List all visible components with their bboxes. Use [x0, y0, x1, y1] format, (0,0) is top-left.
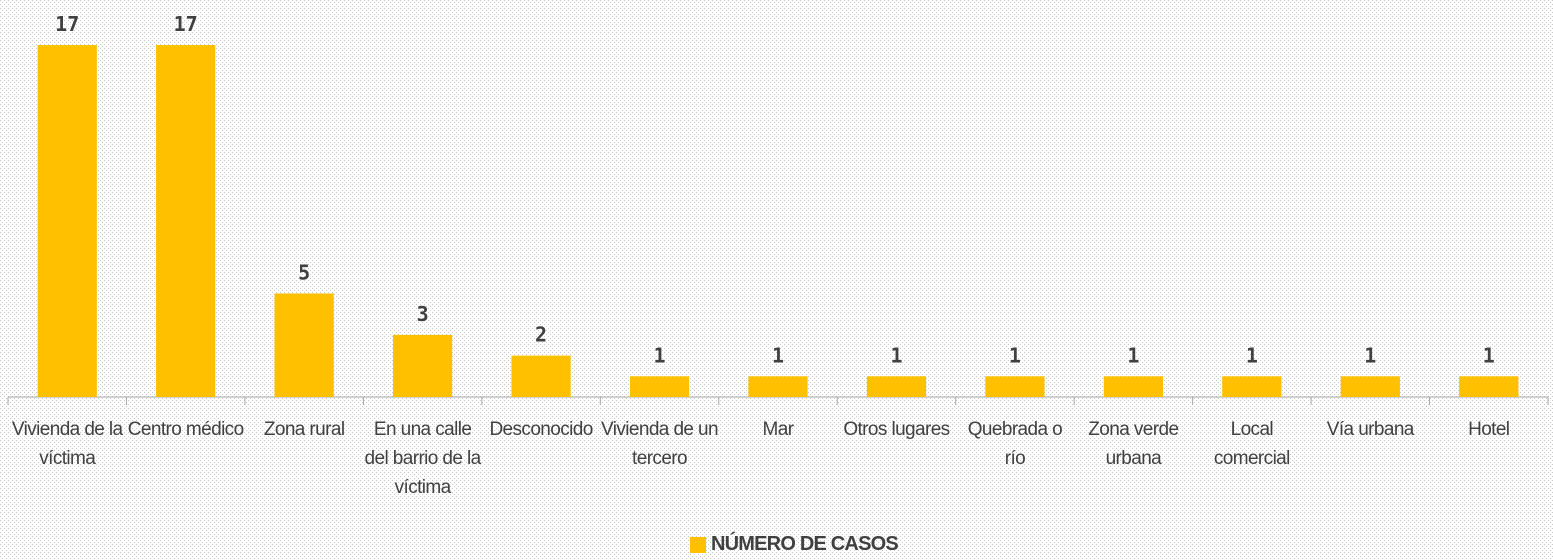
bar — [393, 334, 453, 397]
x-tick-label: Quebrada o río — [967, 419, 1063, 469]
x-tick-label: Mar — [762, 419, 795, 440]
x-tick-label: Vía urbana — [1326, 419, 1415, 440]
bar — [1222, 376, 1282, 397]
data-label: 1 — [1483, 343, 1495, 367]
x-tick-label: Zona verde urbana — [1088, 419, 1179, 469]
bar — [156, 45, 216, 397]
data-label: 3 — [417, 302, 429, 326]
bar — [985, 376, 1045, 397]
bar — [1340, 376, 1400, 397]
bar — [748, 376, 808, 397]
data-label: 17 — [55, 12, 79, 36]
data-label: 1 — [1246, 343, 1258, 367]
bar — [511, 355, 571, 397]
x-tick-label: Vivienda de la víctima — [11, 419, 123, 469]
x-tick-label: Vivienda de un tercero — [601, 419, 719, 469]
data-label: 1 — [1364, 343, 1376, 367]
data-label: 17 — [174, 12, 198, 36]
bar — [1103, 376, 1163, 397]
data-label: 1 — [1127, 343, 1139, 367]
bar — [629, 376, 690, 397]
x-tick-label: Centro médico — [127, 419, 244, 440]
x-tick-label: Desconocido — [489, 419, 593, 440]
legend-label: NÚMERO DE CASOS — [711, 533, 899, 555]
x-tick-label: Zona rural — [263, 419, 345, 440]
bar — [37, 45, 97, 397]
x-tick-label: Otros lugares — [843, 419, 950, 440]
data-label: 5 — [298, 260, 310, 284]
x-tick-label: En una calle del barrio de la víctima — [364, 419, 482, 498]
x-tick-label: Local comercial — [1213, 419, 1291, 469]
data-label: 2 — [535, 323, 547, 347]
bar — [1459, 376, 1519, 397]
x-tick-label: Hotel — [1468, 419, 1510, 440]
data-label: 1 — [772, 343, 784, 367]
legend-swatch — [690, 537, 706, 553]
bar — [866, 376, 927, 397]
data-label: 1 — [890, 343, 902, 367]
data-label: 1 — [654, 343, 666, 367]
data-label: 1 — [1009, 343, 1021, 367]
bar — [274, 293, 334, 397]
